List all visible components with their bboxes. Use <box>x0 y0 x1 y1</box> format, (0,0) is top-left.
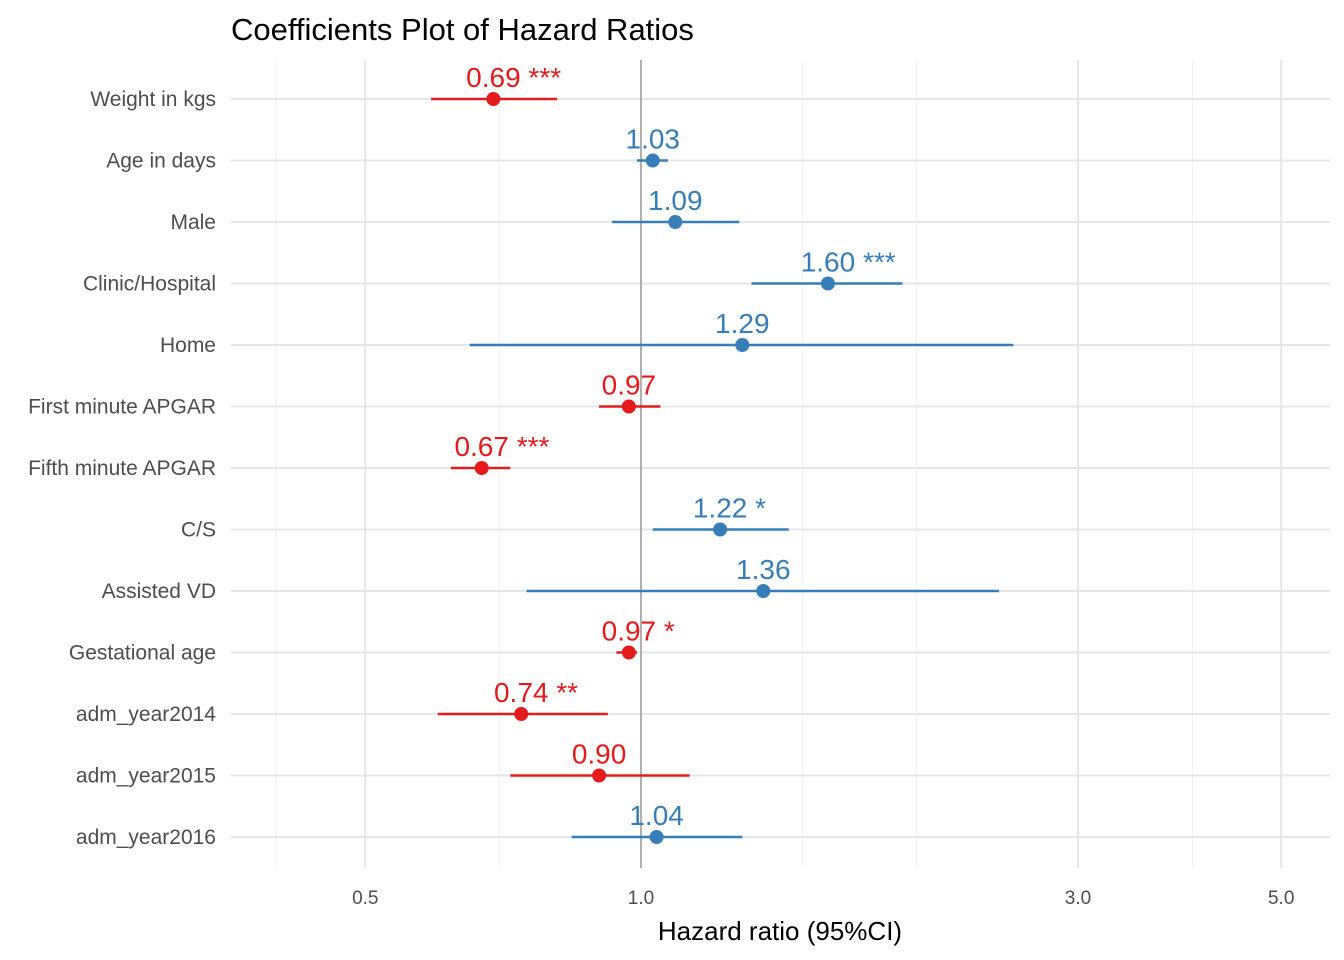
data-label: 0.67 *** <box>454 431 549 462</box>
y-tick-label: First minute APGAR <box>28 396 216 419</box>
forest-row: 1.22 * <box>652 493 789 537</box>
data-label: 1.03 <box>626 124 681 155</box>
data-label: 0.69 *** <box>466 62 561 93</box>
hazard-ratio-point <box>735 338 750 352</box>
data-label: 1.09 <box>648 185 703 216</box>
forest-row: 1.36 <box>526 554 1000 598</box>
forest-rows: 0.69 *** 1.03 1.09 1.60 *** 1.29 0.97 0.67 ***… <box>431 62 1014 844</box>
data-label: 0.90 <box>572 739 627 770</box>
hazard-ratio-point <box>486 92 501 106</box>
y-tick-label: Age in days <box>106 150 216 173</box>
chart-title: Coefficients Plot of Hazard Ratios <box>231 12 694 47</box>
data-label: 1.04 <box>629 800 684 831</box>
hazard-ratio-point <box>649 830 664 844</box>
y-tick-label: C/S <box>181 519 216 542</box>
minor-gridlines <box>276 60 1193 868</box>
data-label: 0.97 <box>602 370 657 401</box>
data-label: 1.60 *** <box>801 247 896 278</box>
y-axis-labels: Weight in kgs Age in days Male Clinic/Hospi… <box>28 88 216 849</box>
hazard-ratio-point <box>621 645 636 660</box>
forest-row: 1.04 <box>571 800 743 844</box>
hazard-ratio-point <box>756 584 771 598</box>
hazard-ratio-point <box>820 276 835 291</box>
x-axis-tick-labels: 0.5 1.0 3.0 5.0 <box>352 888 1294 909</box>
x-tick-label: 3.0 <box>1065 888 1091 909</box>
data-label: 1.22 * <box>693 493 766 524</box>
hazard-ratio-point <box>645 153 660 168</box>
y-tick-label: Weight in kgs <box>90 88 216 111</box>
y-tick-label: Fifth minute APGAR <box>28 457 216 480</box>
hazard-ratio-point <box>621 399 636 414</box>
forest-row: 0.69 *** <box>431 62 561 106</box>
x-tick-label: 5.0 <box>1268 888 1294 909</box>
forest-row: 0.97 * <box>602 616 675 660</box>
y-tick-label: Clinic/Hospital <box>83 273 216 296</box>
y-tick-label: Gestational age <box>69 642 216 665</box>
forest-row: 0.90 <box>510 739 690 783</box>
x-tick-label: 0.5 <box>352 888 378 909</box>
y-tick-label: adm_year2015 <box>76 765 216 788</box>
hazard-ratio-point <box>592 768 607 783</box>
forest-row: 1.09 <box>612 185 740 229</box>
hazard-ratio-point <box>668 215 683 229</box>
forest-row: 0.97 <box>599 370 661 414</box>
hazard-ratio-point <box>713 522 728 537</box>
y-tick-label: Home <box>160 334 216 357</box>
major-gridlines-y <box>231 98 1330 838</box>
forest-row: 1.60 *** <box>751 247 903 291</box>
data-label: 1.29 <box>715 308 770 339</box>
hazard-ratio-point <box>474 461 489 475</box>
major-gridlines-x <box>364 60 1283 868</box>
y-tick-label: adm_year2016 <box>76 826 216 849</box>
x-tick-label: 1.0 <box>628 888 654 909</box>
forest-row: 0.67 *** <box>450 431 550 475</box>
data-label: 0.97 * <box>602 616 675 647</box>
forest-row: 1.29 <box>469 308 1014 352</box>
y-tick-label: Male <box>170 211 216 234</box>
y-tick-label: Assisted VD <box>102 580 216 603</box>
y-tick-label: adm_year2014 <box>76 703 216 726</box>
data-label: 0.74 ** <box>494 677 578 708</box>
hazard-ratio-point <box>514 707 529 721</box>
forest-row: 0.74 ** <box>437 677 608 721</box>
x-axis-title: Hazard ratio (95%CI) <box>658 916 902 946</box>
forest-row: 1.03 <box>626 124 681 168</box>
data-label: 1.36 <box>736 554 791 585</box>
